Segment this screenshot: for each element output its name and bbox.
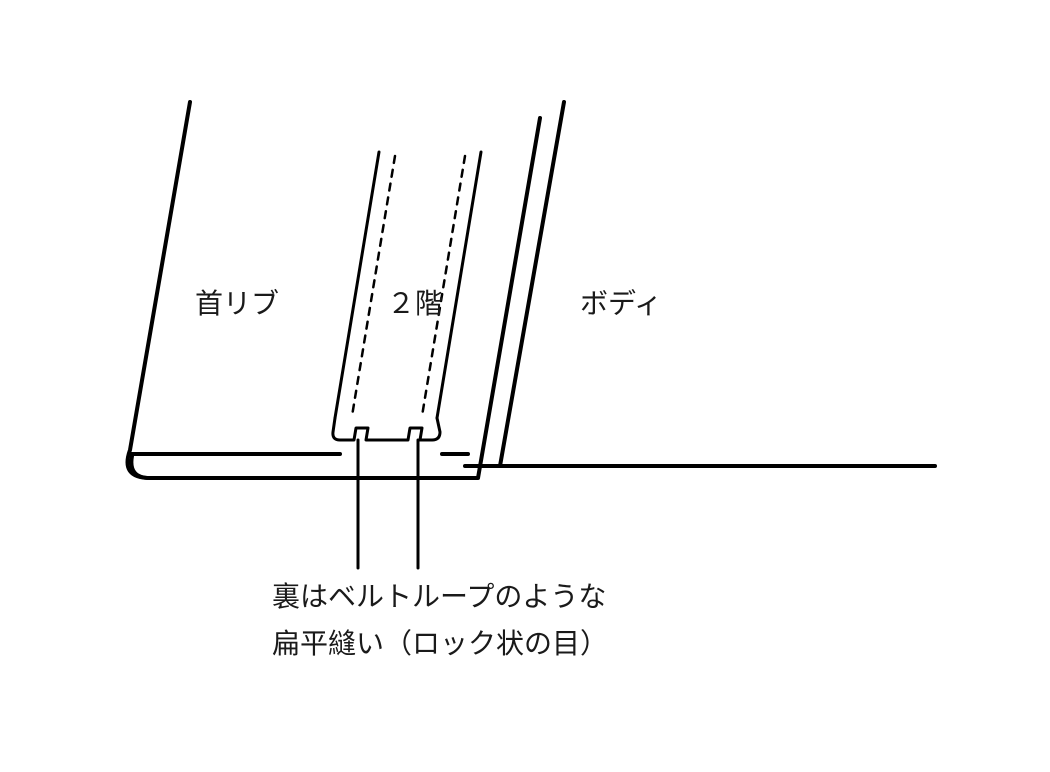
caption-line-2: 扁平縫い（ロック状の目） — [272, 622, 608, 662]
label-neck-rib: 首リブ — [195, 282, 279, 322]
label-body: ボディ — [580, 282, 662, 322]
fold-inner-line — [131, 454, 340, 478]
label-second-floor: ２階 — [387, 282, 443, 322]
caption-line-1: 裏はベルトループのような — [272, 575, 606, 615]
channel-bottom-u — [333, 418, 440, 440]
